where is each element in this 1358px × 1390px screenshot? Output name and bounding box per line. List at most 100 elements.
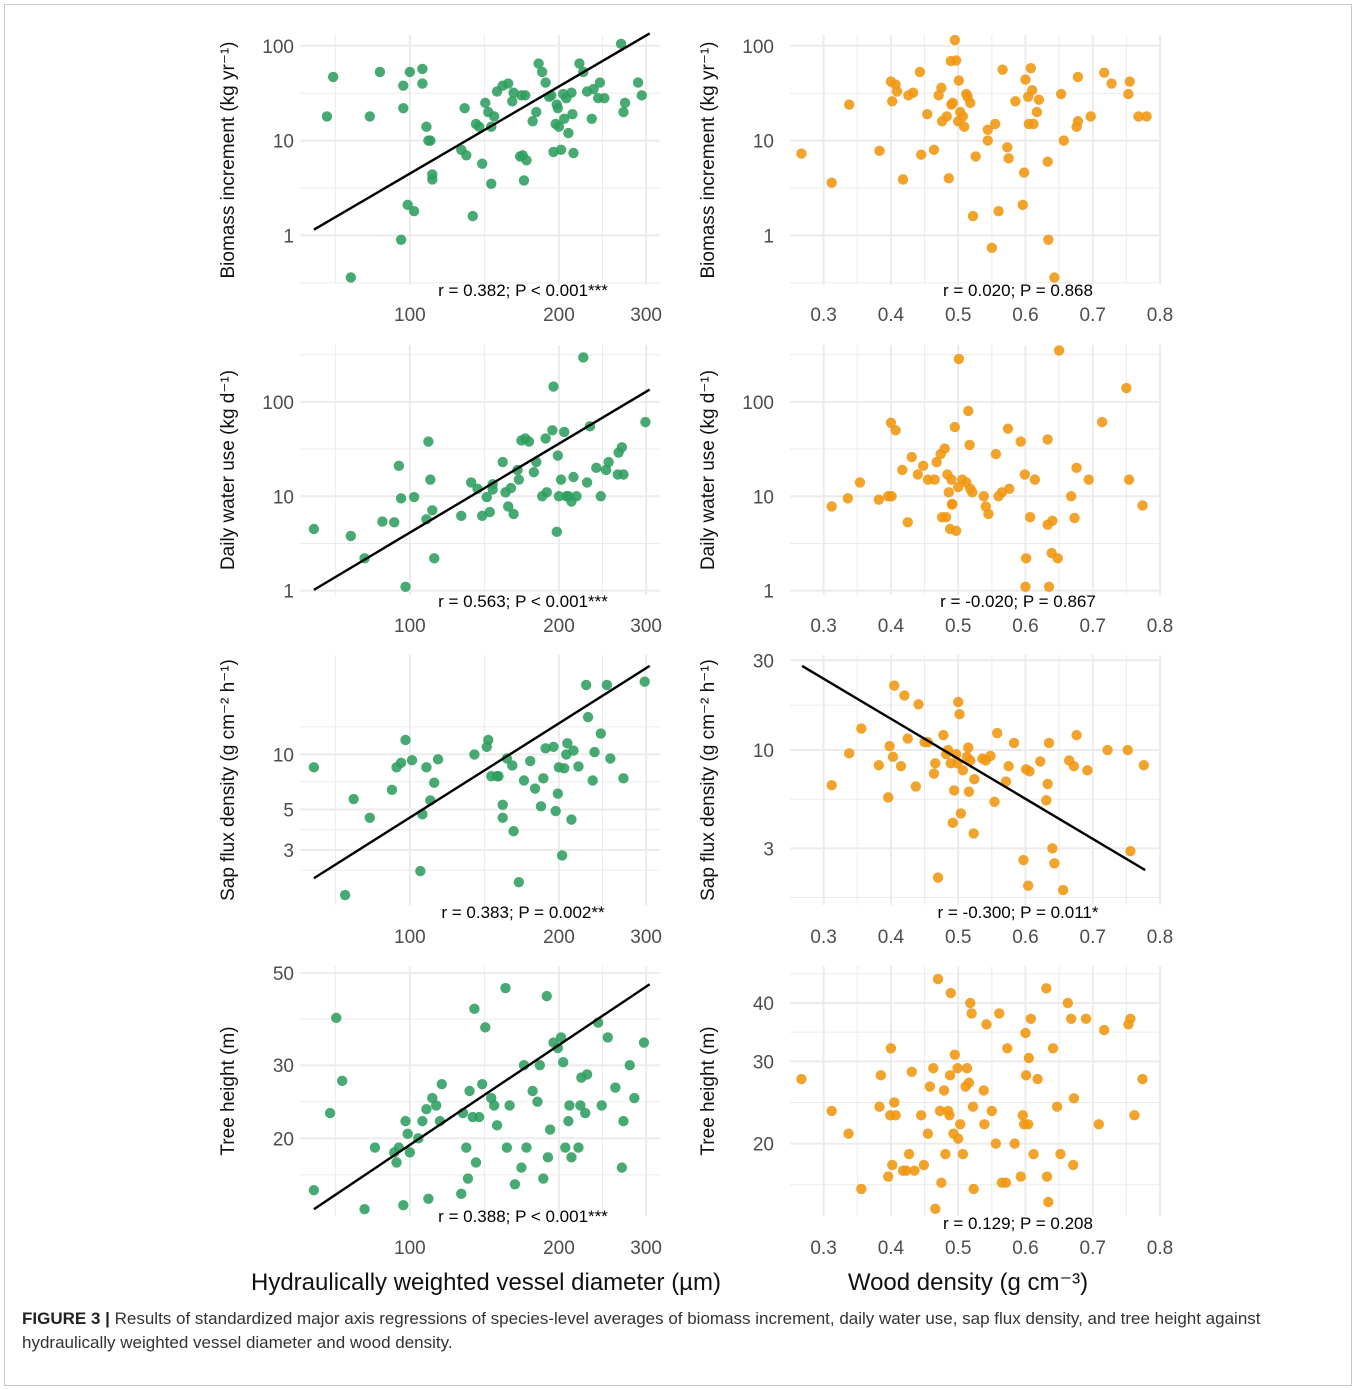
data-point [924, 1081, 936, 1092]
data-point [404, 1147, 416, 1158]
y-axis-title: Sap flux density (g cm⁻² h⁻¹) [218, 659, 239, 901]
data-point [573, 1142, 584, 1153]
data-point [918, 1159, 930, 1171]
data-point [967, 1101, 979, 1112]
data-point [500, 982, 511, 994]
data-point [1049, 858, 1060, 869]
x-tick-label: 0.7 [1080, 305, 1106, 326]
data-point [842, 493, 854, 504]
data-point [1133, 111, 1144, 122]
data-point [1125, 845, 1136, 857]
data-point [477, 1078, 488, 1090]
data-point [575, 1100, 586, 1111]
data-point [856, 723, 867, 734]
data-point [968, 1183, 979, 1195]
data-point [994, 1008, 1005, 1019]
data-point [1123, 88, 1134, 100]
data-point [1121, 382, 1132, 394]
x-tick-label: 0.8 [1147, 1238, 1173, 1259]
data-point [856, 1183, 867, 1195]
data-point [432, 754, 444, 765]
data-point [968, 828, 979, 839]
data-point [1010, 96, 1021, 107]
x-tick-label: 0.7 [1080, 1238, 1106, 1259]
data-point [952, 1133, 964, 1144]
data-point [518, 775, 530, 786]
data-point [595, 491, 607, 502]
data-point [527, 116, 538, 127]
data-point [886, 491, 897, 502]
data-point [580, 1107, 591, 1119]
y-tick-label: 100 [742, 37, 774, 58]
data-point [364, 812, 375, 824]
data-point [883, 792, 894, 803]
data-point [914, 66, 926, 78]
data-point [618, 469, 629, 480]
data-point [978, 1085, 989, 1096]
data-point [461, 150, 472, 161]
data-point [1025, 63, 1037, 74]
data-point [1003, 761, 1014, 772]
data-point [566, 814, 577, 825]
data-point [890, 425, 901, 436]
data-point [950, 525, 962, 537]
data-point [986, 1105, 998, 1117]
data-point [591, 462, 602, 474]
data-point [1015, 1171, 1026, 1182]
data-point [1023, 1052, 1035, 1064]
data-point [1028, 118, 1039, 130]
data-point [588, 83, 599, 95]
data-point [461, 1142, 472, 1153]
data-point [1025, 1013, 1037, 1025]
data-point [826, 1105, 837, 1117]
data-point [423, 1193, 434, 1205]
data-point [578, 352, 589, 363]
panel-density-sapflux: 0.3 0.4 0.5 0.6 0.7 0.8 3 10 30 Sap flux density … [698, 651, 1173, 948]
data-point [1069, 512, 1080, 524]
data-point [404, 66, 416, 78]
data-point [602, 1032, 613, 1043]
data-point [556, 850, 568, 861]
data-point [992, 727, 1003, 739]
data-point [1106, 78, 1117, 89]
data-point [508, 87, 519, 98]
data-point [1009, 1138, 1020, 1149]
data-point [944, 1070, 956, 1081]
data-point [395, 234, 407, 245]
data-point [596, 1100, 607, 1111]
data-point [364, 111, 375, 122]
data-point [952, 1063, 963, 1074]
data-point [544, 1124, 556, 1135]
data-point [978, 491, 989, 502]
x-tick-label: 0.6 [1012, 1238, 1038, 1259]
data-point [398, 80, 409, 91]
data-point [436, 1078, 447, 1090]
data-point [934, 1105, 946, 1117]
data-point [532, 1096, 543, 1107]
data-point [503, 501, 514, 512]
data-point [513, 474, 525, 485]
x-tick-label: 0.3 [810, 1238, 836, 1259]
data-point [624, 1059, 635, 1071]
data-point [531, 106, 542, 118]
data-point [400, 1115, 411, 1127]
x-tick-label: 300 [630, 616, 662, 637]
data-point [953, 353, 965, 365]
data-point [573, 761, 584, 772]
data-point [345, 530, 357, 542]
data-point [563, 1115, 574, 1127]
data-point [1125, 1013, 1136, 1025]
data-point [536, 66, 548, 78]
data-point [308, 523, 320, 535]
data-point [928, 144, 940, 156]
data-point [1072, 71, 1084, 83]
x-tick-label: 0.3 [810, 305, 836, 326]
data-point [1020, 74, 1031, 85]
data-point [516, 1162, 527, 1173]
data-point [963, 405, 974, 417]
panel-density-height: 0.3 0.4 0.5 0.6 0.7 0.8 20 30 40 Tree height (m) r… [698, 966, 1173, 1259]
data-point [1080, 1013, 1092, 1025]
data-point [1022, 880, 1034, 891]
data-point [930, 758, 941, 769]
data-point [1055, 88, 1067, 100]
